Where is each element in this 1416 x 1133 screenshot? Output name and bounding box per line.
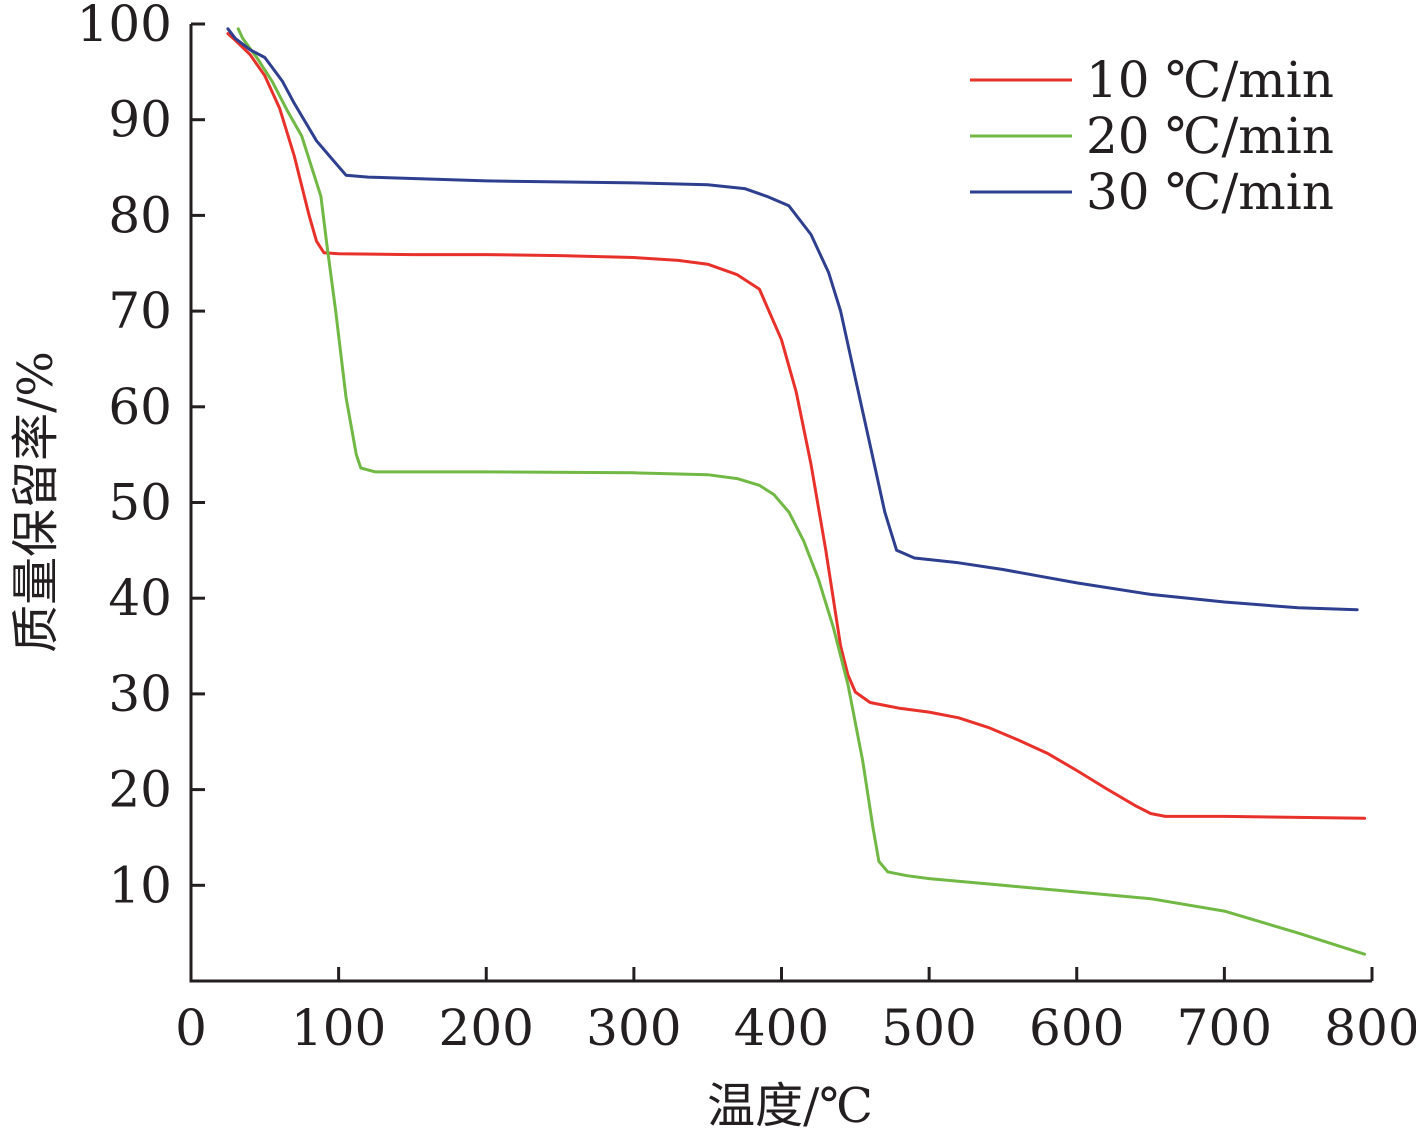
series-lines xyxy=(226,27,1367,956)
series-line-1 xyxy=(226,32,1367,820)
y-tick-label-1: 20 xyxy=(108,761,172,819)
y-tick-label-3: 40 xyxy=(108,569,172,627)
x-tick-label-6: 600 xyxy=(1029,999,1124,1057)
x-tick-label-4: 400 xyxy=(734,999,829,1057)
y-tick-label-0: 10 xyxy=(108,856,172,914)
y-tick-label-4: 50 xyxy=(108,474,172,532)
x-tick-label-5: 500 xyxy=(881,999,976,1057)
x-axis-ticks xyxy=(189,967,1374,981)
y-axis-title: 质量保留率/% xyxy=(8,351,64,653)
x-tick-label-8: 800 xyxy=(1324,999,1416,1057)
axes-frame xyxy=(189,24,1372,983)
x-tick-label-3: 300 xyxy=(586,999,681,1057)
y-tick-label-5: 60 xyxy=(108,378,172,436)
x-axis-title: 温度/℃ xyxy=(707,1078,873,1133)
y-tick-label-7: 80 xyxy=(108,186,172,244)
x-axis-tick-labels: 0 100 200 300 400 500 600 700 800 xyxy=(175,999,1416,1057)
y-axis-tick-labels: 10 20 30 40 50 60 70 80 90 100 xyxy=(77,0,172,914)
series-line-3 xyxy=(226,27,1359,612)
series-line-2 xyxy=(236,27,1367,956)
y-axis-ticks xyxy=(191,22,205,887)
x-tick-label-1: 100 xyxy=(291,999,386,1057)
legend-label-2: 20 ℃/min xyxy=(1086,107,1334,165)
legend-label-3: 30 ℃/min xyxy=(1086,163,1334,221)
y-tick-label-9: 100 xyxy=(77,0,172,53)
x-tick-label-2: 200 xyxy=(439,999,534,1057)
y-tick-label-6: 70 xyxy=(108,282,172,340)
x-tick-label-0: 0 xyxy=(175,999,207,1057)
x-tick-label-7: 700 xyxy=(1177,999,1272,1057)
y-tick-label-2: 30 xyxy=(108,665,172,723)
y-tick-label-8: 90 xyxy=(108,91,172,149)
legend-label-1: 10 ℃/min xyxy=(1086,51,1334,109)
